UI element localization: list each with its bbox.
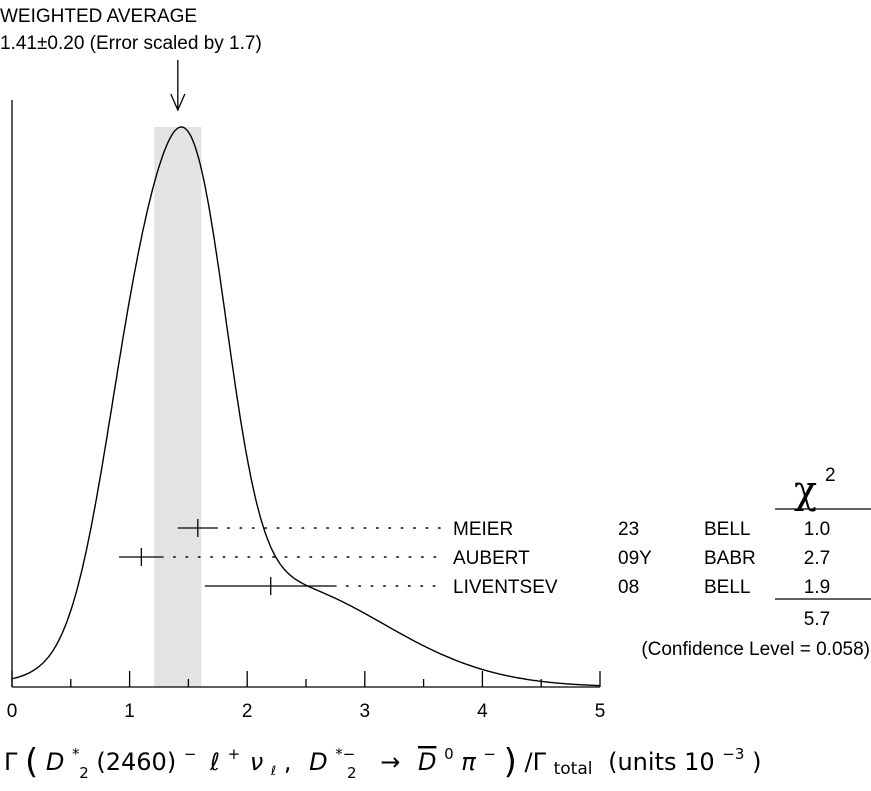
xlabel-ell: ℓ — [209, 748, 220, 776]
measurement-chi2: 1.0 — [804, 519, 830, 540]
measurement-experiment: BABR — [704, 548, 756, 569]
chi2-total: 5.7 — [804, 609, 830, 630]
xlabel-sub-2: 2 — [79, 764, 89, 782]
x-tick-label: 4 — [477, 701, 488, 722]
x-tick-label: 2 — [242, 701, 253, 722]
xlabel-sup-0: 0 — [444, 745, 454, 763]
xlabel-d-b: D — [309, 748, 327, 776]
measurement-author: LIVENTSEV — [453, 577, 558, 598]
measurement-year: 23 — [618, 519, 639, 540]
measurement-experiment: BELL — [704, 519, 750, 540]
x-axis-ticks: 0 1 2 3 4 5 — [7, 671, 606, 722]
weighted-average-value: 1.41±0.20 (Error scaled by 1.7) — [0, 33, 262, 54]
xlabel-total: total — [554, 759, 593, 779]
xlabel-sup-star: * — [72, 745, 80, 763]
measurement-author: MEIER — [453, 519, 513, 540]
measurement-chi2: 1.9 — [804, 577, 830, 598]
x-axis-label: Γ ( D * 2 (2460) − ℓ + ν ℓ , D *− 2 → D … — [4, 737, 761, 784]
measurement-year: 08 — [618, 577, 639, 598]
ideogram-curve — [11, 126, 600, 687]
xlabel-sub-2b: 2 — [347, 764, 357, 782]
xlabel-units-close: ) — [752, 748, 761, 776]
xlabel-nu: ν — [250, 748, 263, 776]
xlabel-gamma: Γ — [4, 748, 18, 776]
chi2-header: χ — [794, 468, 817, 512]
xlabel-arrow: → — [380, 748, 400, 776]
average-band — [154, 127, 202, 687]
measurements-group: MEIER 23 BELL 1.0 AUBERT 09Y BABR 2.7 LIVENTSEV 0… — [119, 519, 830, 598]
measurement-year: 09Y — [618, 548, 652, 569]
xlabel-d: D — [46, 748, 64, 776]
xlabel-comma: , — [284, 748, 292, 776]
weighted-average-title: WEIGHTED AVERAGE — [0, 6, 197, 27]
xlabel-units-exp: −3 — [722, 745, 744, 763]
confidence-level: (Confidence Level = 0.058) — [641, 639, 870, 660]
x-tick-label: 5 — [595, 701, 606, 722]
measurement-experiment: BELL — [704, 577, 750, 598]
xlabel-dbar: D — [418, 748, 436, 776]
chi-symbol: χ — [794, 468, 817, 512]
xlabel-paren-open: ( — [25, 742, 38, 782]
xlabel-sup-minus: − — [483, 745, 496, 763]
x-tick-label: 3 — [360, 701, 371, 722]
xlabel-paren-close: ) — [504, 742, 517, 782]
xlabel-minus: − — [184, 745, 197, 763]
average-arrow — [170, 60, 186, 112]
measurement-chi2: 2.7 — [804, 548, 830, 569]
x-tick-label: 1 — [124, 701, 135, 722]
x-tick-label: 0 — [7, 701, 18, 722]
xlabel-pi: π — [461, 748, 476, 776]
measurement-author: AUBERT — [453, 548, 530, 569]
xlabel-nu-sub: ℓ — [270, 764, 276, 779]
chi2-exponent: 2 — [825, 465, 836, 486]
xlabel-slash-gamma: /Γ — [524, 748, 546, 776]
xlabel-plus: + — [228, 745, 241, 763]
xlabel-sup-b: *− — [335, 745, 355, 763]
xlabel-units: (units 10 — [608, 748, 715, 776]
xlabel-mass: (2460) — [96, 748, 176, 776]
